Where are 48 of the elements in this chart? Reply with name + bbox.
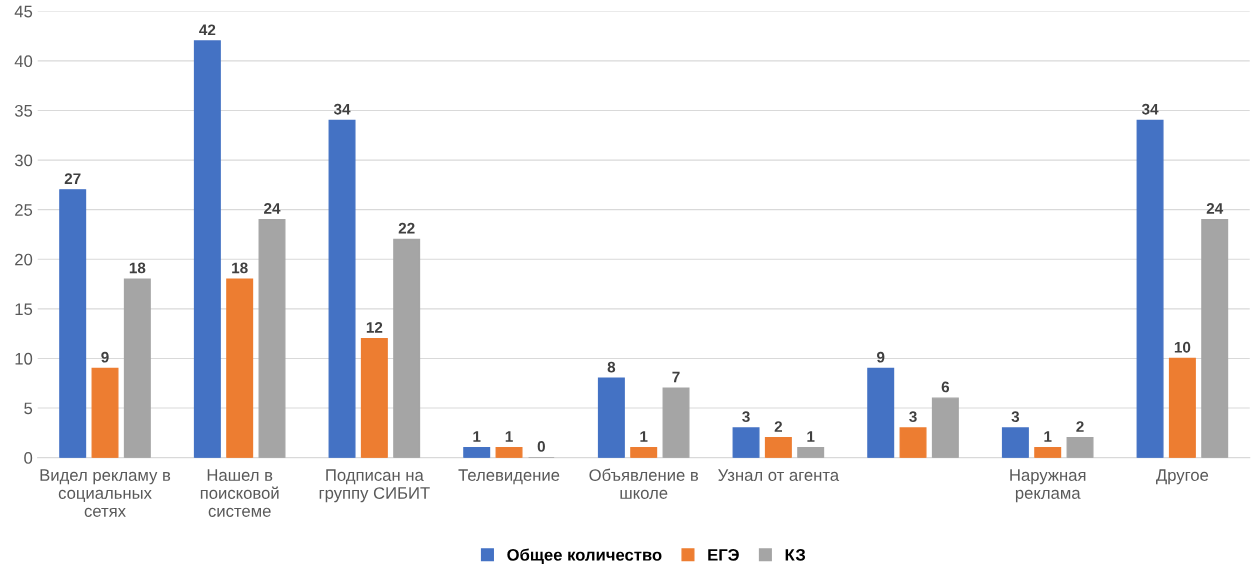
data-label: 9	[877, 351, 885, 363]
x-tick-label: Видел рекламу в социальных сетях	[40, 469, 171, 517]
data-label: 1	[505, 431, 513, 442]
x-tick-label: Телевидение	[458, 469, 560, 485]
data-label: 22	[398, 222, 415, 234]
data-label: 34	[333, 103, 351, 115]
data-label: 7	[672, 371, 680, 383]
data-label: 8	[607, 361, 616, 373]
data-label: 24	[1206, 202, 1224, 214]
y-tick-label: 35	[14, 104, 33, 117]
data-label: 3	[909, 411, 917, 423]
y-tick-label: 30	[14, 154, 33, 167]
y-tick-label: 20	[15, 253, 33, 266]
data-label: 9	[101, 351, 109, 363]
x-tick-label: Другое	[1156, 469, 1209, 485]
data-label: 34	[1141, 103, 1159, 115]
data-label: 1	[473, 431, 481, 442]
data-label: 18	[232, 262, 248, 274]
data-label: 10	[1174, 341, 1191, 353]
y-tick-label: 25	[15, 204, 33, 216]
y-tick-label: 45	[14, 5, 33, 18]
data-label: 12	[366, 322, 383, 333]
y-tick-label: 0	[24, 452, 33, 464]
data-label: 27	[64, 173, 81, 184]
x-tick-label: Наружная реклама	[1010, 469, 1086, 503]
data-label: 1	[807, 431, 815, 442]
x-tick-label: Объявление в школе	[589, 468, 699, 499]
y-tick-label: 5	[24, 402, 33, 415]
data-label: 3	[742, 411, 750, 423]
data-label: 6	[941, 381, 950, 393]
data-label: 24	[264, 202, 281, 214]
legend-label: КЗ	[785, 548, 806, 561]
data-label: 1	[640, 431, 648, 442]
x-tick-label: Подписан на группу СИБИТ	[319, 469, 430, 503]
data-label: 2	[1076, 421, 1084, 432]
legend-label: Общее количество	[507, 548, 662, 564]
y-tick-label: 40	[14, 55, 33, 68]
legend-label: ЕГЭ	[708, 548, 739, 561]
data-label: 42	[199, 24, 216, 36]
x-tick-label: Узнал от агента	[718, 469, 840, 481]
data-label: 3	[1011, 411, 1020, 423]
y-tick-label: 10	[15, 352, 33, 365]
x-tick-label: Нашел в поисковой системе	[200, 469, 279, 517]
data-label: 18	[129, 262, 146, 274]
data-label: 0	[537, 441, 545, 452]
y-tick-label: 15	[15, 303, 33, 316]
data-label: 1	[1044, 431, 1052, 442]
data-label: 2	[774, 421, 783, 432]
